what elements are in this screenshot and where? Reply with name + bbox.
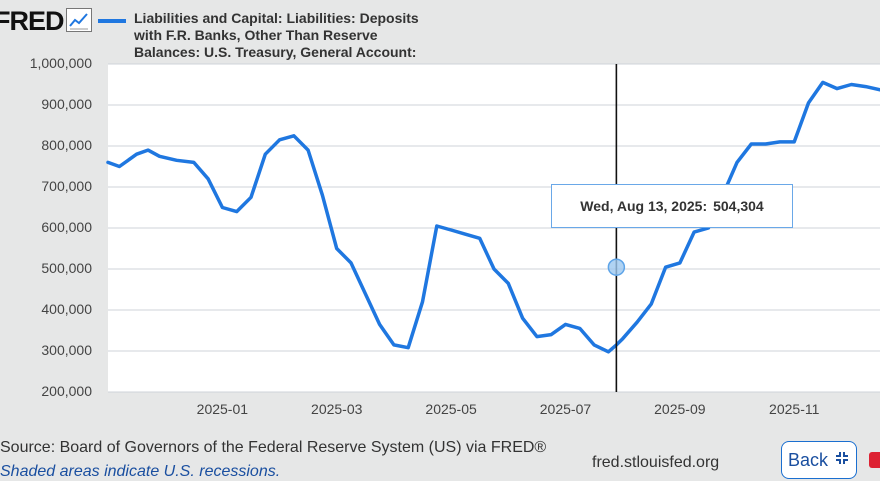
y-tick-label: 400,000 [41,301,92,317]
y-tick-label: 500,000 [41,260,92,276]
y-tick-label: 800,000 [41,137,92,153]
tooltip-date: Wed, Aug 13, 2025: [580,198,708,214]
legend-series-swatch [98,19,126,23]
tooltip-value: 504,304 [713,198,764,214]
back-button-label: Back [787,449,829,470]
collapse-icon [834,450,850,470]
source-text: Source: Board of Governors of the Federa… [0,439,547,456]
x-tick-label: 2025-05 [425,401,477,417]
hover-data-point[interactable] [607,258,626,276]
trend-graph-icon [66,8,92,32]
data-tooltip: Wed, Aug 13, 2025: 504,304 [551,184,793,228]
x-tick-label: 2025-01 [196,401,249,417]
back-button[interactable]: Back [781,441,857,479]
site-url[interactable]: fred.stlouisfed.org [592,454,720,471]
series-line [106,80,880,354]
y-tick-label: 300,000 [41,342,92,358]
line-chart[interactable] [0,0,880,430]
y-tick-label: 200,000 [41,383,92,399]
legend-series-label: Liabilities and Capital: Liabilities: De… [134,10,419,77]
x-tick-label: 2025-07 [539,401,592,417]
y-tick-label: 700,000 [41,178,92,194]
y-tick-label: 1,000,000 [29,55,92,71]
fred-logo[interactable]: FRED [0,6,64,36]
y-tick-label: 900,000 [41,96,92,112]
x-tick-label: 2025-03 [311,401,363,417]
notification-badge[interactable] [869,452,880,468]
y-tick-label: 600,000 [41,219,92,235]
x-tick-label: 2025-09 [654,401,706,417]
x-tick-label: 2025-11 [769,401,820,417]
recession-note-link[interactable]: Shaded areas indicate U.S. recessions. [0,463,281,480]
